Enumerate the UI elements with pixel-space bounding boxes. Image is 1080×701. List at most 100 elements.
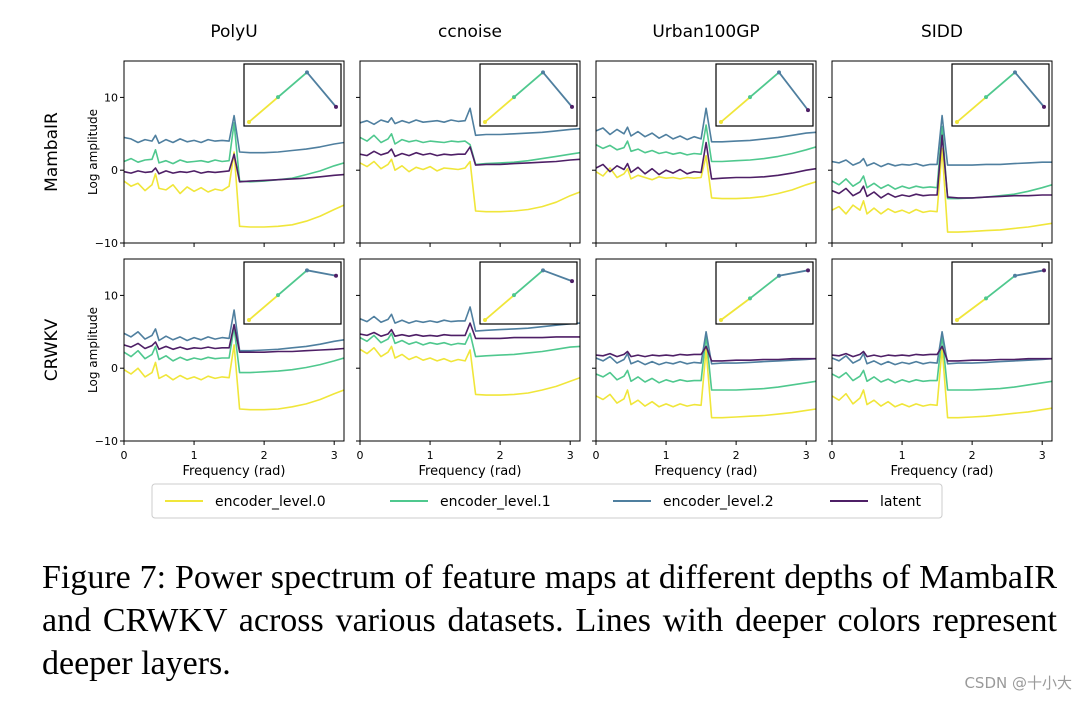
x-tick-label: 2 xyxy=(497,449,504,462)
figure-chart-grid: PolyU ccnoise Urban100GP SIDD MambaIR Log amp… xyxy=(42,22,1053,519)
inset-point xyxy=(305,268,309,273)
x-tick-label: 3 xyxy=(567,449,574,462)
series-line-latent xyxy=(832,134,1052,199)
inset-segment xyxy=(720,96,751,123)
inset-frame xyxy=(479,261,578,325)
panel-frame xyxy=(831,258,1053,442)
inset-segment xyxy=(1014,71,1045,108)
inset-segment xyxy=(956,297,987,321)
inset-point xyxy=(334,273,338,278)
inset-segment xyxy=(277,71,308,98)
inset-segment xyxy=(542,269,573,282)
inset-segment xyxy=(513,71,544,98)
panel-MambaIR-Urban100GP xyxy=(592,60,817,247)
inset-point xyxy=(334,104,338,109)
series-line-encoder_level.2 xyxy=(832,330,1052,366)
y-tick-label: 10 xyxy=(104,289,118,302)
x-tick-label: 1 xyxy=(427,449,434,462)
inset-point xyxy=(1042,268,1046,273)
series-line-encoder_level.2 xyxy=(596,330,816,366)
panel-lines xyxy=(360,306,580,396)
x-tick-label: 1 xyxy=(663,449,670,462)
inset-point xyxy=(305,70,309,75)
inset-point xyxy=(1013,70,1017,75)
column-title-1: ccnoise xyxy=(438,22,502,42)
series-line-encoder_level.1 xyxy=(832,334,1052,391)
series-line-encoder_level.1 xyxy=(596,334,816,391)
inset-frame xyxy=(951,63,1050,127)
series-line-encoder_level.1 xyxy=(124,326,344,374)
series-line-latent xyxy=(360,146,580,166)
inset-point xyxy=(512,293,516,298)
series-line-encoder_level.0 xyxy=(596,154,816,200)
panel-CRWKV-SIDD: 0 1 2 3 Frequency (rad) xyxy=(828,258,1053,479)
series-line-encoder_level.2 xyxy=(596,107,816,143)
series-line-latent xyxy=(360,322,580,340)
inset-point xyxy=(247,120,251,124)
panel-lines xyxy=(596,107,816,200)
x-axis-label: Frequency (rad) xyxy=(183,464,286,479)
y-axis-label: Log amplitude xyxy=(86,307,100,393)
series-line-encoder_level.0 xyxy=(596,348,816,419)
inset-point xyxy=(276,293,280,298)
series-line-encoder_level.0 xyxy=(832,346,1052,419)
panel-MambaIR-ccnoise xyxy=(356,60,581,247)
x-tick-label: 0 xyxy=(829,449,836,462)
inset-point xyxy=(806,268,810,273)
inset-segment xyxy=(542,71,573,108)
series-line-encoder_level.0 xyxy=(124,151,344,228)
series-line-encoder_level.0 xyxy=(360,158,580,213)
series-line-latent xyxy=(596,141,816,180)
series-line-latent xyxy=(124,153,344,183)
x-tick-label: 2 xyxy=(261,449,268,462)
inset-point xyxy=(541,268,545,273)
panel-lines xyxy=(832,330,1052,419)
row-label-1: CRWKV xyxy=(42,318,62,381)
column-title-3: SIDD xyxy=(921,22,963,42)
inset-point xyxy=(719,120,723,124)
inset-segment xyxy=(778,71,809,111)
inset-frame xyxy=(243,261,342,325)
series-line-encoder_level.2 xyxy=(832,114,1052,168)
inset-point xyxy=(247,318,251,322)
x-tick-label: 0 xyxy=(593,449,600,462)
inset-frame xyxy=(243,63,342,127)
column-title-0: PolyU xyxy=(210,22,257,42)
panel-lines xyxy=(124,309,344,411)
inset-point xyxy=(483,318,487,322)
x-tick-label: 3 xyxy=(803,449,810,462)
x-tick-label: 0 xyxy=(357,449,364,462)
x-tick-label: 2 xyxy=(969,449,976,462)
inset-segment xyxy=(248,294,279,321)
inset-segment xyxy=(277,269,308,296)
inset-point xyxy=(276,95,280,100)
inset-point xyxy=(984,95,988,100)
inset-segment xyxy=(749,275,780,300)
x-axis-label: Frequency (rad) xyxy=(655,464,758,479)
panel-lines xyxy=(124,114,344,228)
inset-segment xyxy=(749,71,780,98)
inset-point xyxy=(719,318,723,322)
inset-point xyxy=(955,318,959,322)
legend-label: encoder_level.0 xyxy=(215,494,326,510)
series-line-latent xyxy=(124,323,344,354)
series-line-encoder_level.2 xyxy=(360,306,580,332)
y-tick-label: −10 xyxy=(95,435,118,448)
series-line-encoder_level.1 xyxy=(360,133,580,166)
inset-point xyxy=(748,95,752,100)
inset-point xyxy=(541,70,545,75)
legend-label: encoder_level.2 xyxy=(663,494,774,510)
panel-frame xyxy=(595,60,817,244)
series-line-encoder_level.1 xyxy=(360,332,580,358)
inset-point xyxy=(483,120,487,124)
column-title-2: Urban100GP xyxy=(652,22,759,42)
legend-label: latent xyxy=(880,494,921,510)
inset-point xyxy=(777,70,781,75)
inset-segment xyxy=(720,297,751,321)
inset-segment xyxy=(956,96,987,123)
inset-frame xyxy=(715,63,814,127)
inset-point xyxy=(570,279,574,284)
y-tick-label: −10 xyxy=(95,237,118,250)
panel-frame xyxy=(359,60,581,244)
